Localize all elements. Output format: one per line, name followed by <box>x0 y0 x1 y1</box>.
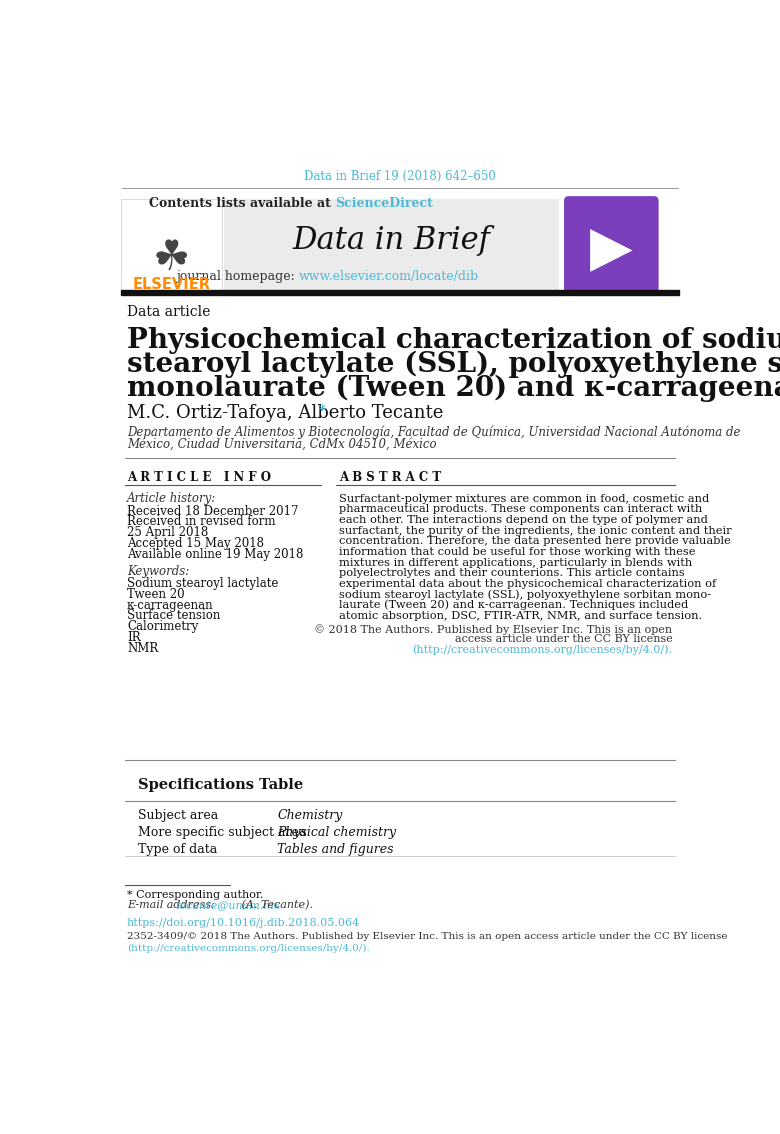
Text: κ-carrageenan: κ-carrageenan <box>127 599 214 611</box>
Text: (http://creativecommons.org/licenses/by/4.0/).: (http://creativecommons.org/licenses/by/… <box>127 943 370 953</box>
Text: 25 April 2018: 25 April 2018 <box>127 526 208 539</box>
Text: Keywords:: Keywords: <box>127 566 190 578</box>
Text: Received in revised form: Received in revised form <box>127 515 275 528</box>
Text: tecante@unam.mx: tecante@unam.mx <box>176 900 281 911</box>
Text: México, Ciudad Universitaria, CdMx 04510, México: México, Ciudad Universitaria, CdMx 04510… <box>127 438 437 450</box>
Text: Tween 20: Tween 20 <box>127 587 185 601</box>
Text: Article history:: Article history: <box>127 492 216 506</box>
Text: IR: IR <box>127 631 140 644</box>
Text: ▶: ▶ <box>590 223 633 277</box>
Text: A R T I C L E   I N F O: A R T I C L E I N F O <box>127 471 271 484</box>
Text: https://doi.org/10.1016/j.dib.2018.05.064: https://doi.org/10.1016/j.dib.2018.05.06… <box>127 919 360 928</box>
Text: Type of data: Type of data <box>138 844 217 856</box>
Text: Chemistry: Chemistry <box>278 810 342 822</box>
Text: Subject area: Subject area <box>138 810 218 822</box>
Text: Specifications Table: Specifications Table <box>138 778 303 793</box>
Text: Data in Brief 19 (2018) 642–650: Data in Brief 19 (2018) 642–650 <box>304 170 495 183</box>
Text: Accepted 15 May 2018: Accepted 15 May 2018 <box>127 536 264 550</box>
Text: access article under the CC BY license: access article under the CC BY license <box>455 634 672 644</box>
Text: (A. Tecante).: (A. Tecante). <box>238 900 313 911</box>
Text: polyelectrolytes and their counterions. This article contains: polyelectrolytes and their counterions. … <box>339 568 685 578</box>
Text: mixtures in different applications, particularly in blends with: mixtures in different applications, part… <box>339 558 693 567</box>
Text: Surface tension: Surface tension <box>127 609 220 623</box>
FancyBboxPatch shape <box>564 196 658 294</box>
FancyBboxPatch shape <box>121 200 222 290</box>
Text: ☘: ☘ <box>152 237 190 279</box>
Text: Surfactant-polymer mixtures are common in food, cosmetic and: Surfactant-polymer mixtures are common i… <box>339 493 710 503</box>
Text: E-mail address:: E-mail address: <box>127 900 218 911</box>
Text: 2352-3409/© 2018 The Authors. Published by Elsevier Inc. This is an open access : 2352-3409/© 2018 The Authors. Published … <box>127 932 728 941</box>
Text: Data in Brief: Data in Brief <box>292 225 490 255</box>
Text: Available online 19 May 2018: Available online 19 May 2018 <box>127 548 303 560</box>
Text: atomic absorption, DSC, FTIR-ATR, NMR, and surface tension.: atomic absorption, DSC, FTIR-ATR, NMR, a… <box>339 610 703 620</box>
Text: concentration. Therefore, the data presented here provide valuable: concentration. Therefore, the data prese… <box>339 536 731 547</box>
Text: Contents lists available at: Contents lists available at <box>149 196 335 210</box>
Text: © 2018 The Authors. Published by Elsevier Inc. This is an open: © 2018 The Authors. Published by Elsevie… <box>314 624 672 635</box>
Text: NMR: NMR <box>127 642 158 654</box>
Text: monolaurate (Tween 20) and κ-carrageenan: monolaurate (Tween 20) and κ-carrageenan <box>127 374 780 401</box>
FancyBboxPatch shape <box>224 200 558 290</box>
Text: Data article: Data article <box>127 305 211 319</box>
Text: laurate (Tween 20) and κ-carrageenan. Techniques included: laurate (Tween 20) and κ-carrageenan. Te… <box>339 600 689 610</box>
Text: www.elsevier.com/locate/dib: www.elsevier.com/locate/dib <box>299 271 479 284</box>
Text: each other. The interactions depend on the type of polymer and: each other. The interactions depend on t… <box>339 515 708 525</box>
Text: * Corresponding author.: * Corresponding author. <box>127 889 264 899</box>
Text: More specific subject area: More specific subject area <box>138 827 307 839</box>
Text: sodium stearoyl lactylate (SSL), polyoxyethylene sorbitan mono-: sodium stearoyl lactylate (SSL), polyoxy… <box>339 589 711 600</box>
Text: Sodium stearoyl lactylate: Sodium stearoyl lactylate <box>127 577 278 590</box>
Text: *: * <box>319 404 326 418</box>
Text: pharmaceutical products. These components can interact with: pharmaceutical products. These component… <box>339 505 703 515</box>
Text: (http://creativecommons.org/licenses/by/4.0/).: (http://creativecommons.org/licenses/by/… <box>413 644 672 654</box>
Text: M.C. Ortiz-Tafoya, Alberto Tecante: M.C. Ortiz-Tafoya, Alberto Tecante <box>127 405 449 422</box>
Text: Physicochemical characterization of sodium: Physicochemical characterization of sodi… <box>127 327 780 354</box>
Text: Physical chemistry: Physical chemistry <box>278 827 396 839</box>
Text: experimental data about the physicochemical characterization of: experimental data about the physicochemi… <box>339 578 717 589</box>
Text: Departamento de Alimentos y Biotecnología, Facultad de Química, Universidad Naci: Departamento de Alimentos y Biotecnologí… <box>127 425 740 439</box>
Text: A B S T R A C T: A B S T R A C T <box>339 471 441 484</box>
Bar <box>121 290 679 296</box>
Text: stearoyl lactylate (SSL), polyoxyethylene sorbitan: stearoyl lactylate (SSL), polyoxyethylen… <box>127 350 780 378</box>
Text: information that could be useful for those working with these: information that could be useful for tho… <box>339 547 696 557</box>
Text: Calorimetry: Calorimetry <box>127 620 198 633</box>
Text: Received 18 December 2017: Received 18 December 2017 <box>127 505 299 517</box>
Text: ELSEVIER: ELSEVIER <box>132 277 210 293</box>
Text: Tables and figures: Tables and figures <box>278 844 394 856</box>
Text: ScienceDirect: ScienceDirect <box>335 196 434 210</box>
Text: surfactant, the purity of the ingredients, the ionic content and their: surfactant, the purity of the ingredient… <box>339 526 732 535</box>
Text: journal homepage:: journal homepage: <box>176 271 299 284</box>
